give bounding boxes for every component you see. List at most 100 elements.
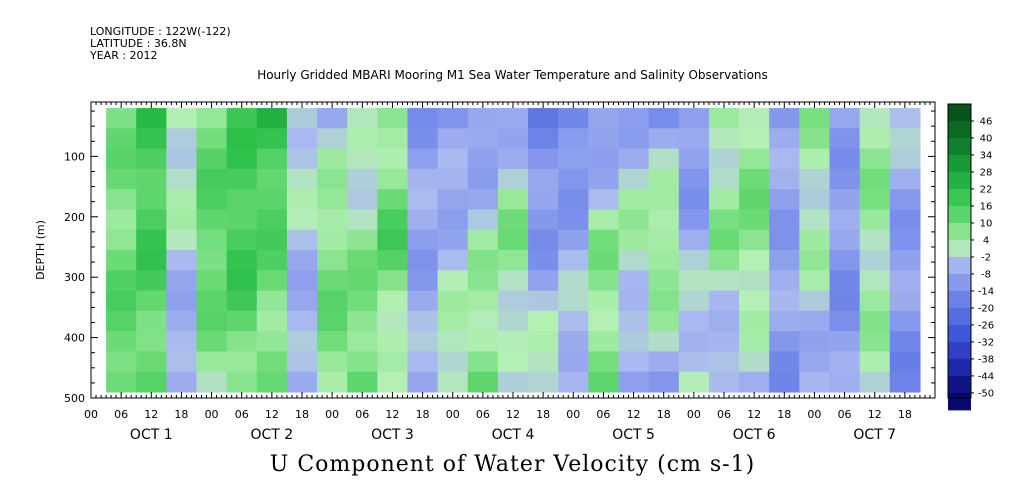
heat-cell [829, 290, 861, 312]
heat-cell [377, 310, 409, 332]
heat-cell [407, 168, 439, 190]
heat-cell [859, 290, 891, 312]
colorbar-swatch [948, 154, 971, 173]
heat-cell [196, 331, 228, 352]
day-label: OCT 4 [492, 427, 535, 443]
heat-cell [256, 270, 288, 292]
heat-cell [558, 148, 589, 170]
x-tick-label: 00 [566, 408, 580, 421]
heat-cell [317, 270, 348, 292]
heat-cell [829, 351, 861, 373]
heat-cell [708, 229, 740, 251]
heat-cell [256, 209, 288, 231]
colorbar-label: -14 [978, 286, 994, 297]
heat-cell [799, 209, 831, 231]
heat-cell [106, 290, 137, 312]
heat-cell [407, 229, 439, 251]
heat-cell [136, 108, 167, 129]
heat-cell [226, 351, 258, 373]
y-tick-label: 300 [64, 271, 85, 284]
colorbar-label: 16 [980, 201, 993, 212]
heat-cell [528, 148, 559, 170]
heat-cell [678, 189, 710, 211]
x-axis: 00 06 12 18 00 06 12 18 00 06 12 18 00 06 12 18 00 06 12 18… [84, 392, 936, 443]
heat-cell [196, 351, 228, 373]
heat-cell [558, 331, 589, 352]
heat-cell [377, 229, 409, 251]
heat-cell [497, 331, 529, 352]
x-tick-label: 12 [506, 408, 520, 421]
heat-cell [769, 189, 800, 211]
x-tick-label: 06 [838, 408, 852, 421]
heat-cell [829, 128, 861, 150]
colorbar-swatch [948, 171, 971, 190]
x-tick-label: 18 [657, 408, 671, 421]
y-axis: 100 200 300 400 500 [64, 110, 935, 405]
heat-cell [497, 148, 529, 170]
heat-cell [769, 128, 800, 150]
heat-cell [467, 290, 499, 312]
heat-cell [558, 189, 589, 211]
heat-cell [467, 189, 499, 211]
heat-cell [829, 331, 861, 352]
heat-cell [347, 209, 378, 231]
day-label: OCT 6 [733, 427, 776, 443]
heat-cell [317, 128, 348, 150]
heat-cell [106, 209, 137, 231]
heat-cell [678, 229, 710, 251]
heat-cell [678, 148, 710, 170]
heat-cell [769, 351, 800, 373]
heat-cell [407, 371, 439, 393]
heat-cell [588, 108, 620, 129]
heat-cell [528, 209, 559, 231]
colorbar-label: 40 [980, 133, 993, 144]
heat-cell [618, 168, 650, 190]
heat-cell [166, 371, 198, 393]
heat-cell [437, 209, 469, 231]
colorbar-frame [947, 103, 972, 399]
heat-cell [588, 209, 620, 231]
heat-cell [618, 250, 650, 271]
heat-cell [106, 229, 137, 251]
heat-cell [166, 128, 198, 150]
heat-cell [347, 108, 378, 129]
x-tick-label: 06 [476, 408, 490, 421]
heat-cell [497, 229, 529, 251]
heat-cell [648, 189, 680, 211]
heat-cell [347, 189, 378, 211]
heat-cell [467, 168, 499, 190]
heat-cell [497, 310, 529, 332]
heat-cell [739, 128, 770, 150]
heat-cell [558, 229, 589, 251]
heat-cell [889, 128, 921, 150]
heat-cell [829, 270, 861, 292]
heat-cell [256, 108, 288, 129]
heat-cell [618, 209, 650, 231]
heat-cell [256, 331, 288, 352]
x-tick-label: 00 [807, 408, 821, 421]
heat-cell [136, 148, 167, 170]
heat-cell [497, 108, 529, 129]
heat-cell [678, 270, 710, 292]
heat-cell [558, 310, 589, 332]
heat-cell [467, 371, 499, 393]
y-tick-label: 100 [64, 150, 85, 163]
heat-cell [859, 270, 891, 292]
heat-cell [166, 189, 198, 211]
heat-cell [648, 310, 680, 332]
heat-cell [377, 371, 409, 393]
colorbar-swatch [948, 341, 971, 360]
heat-cell [437, 351, 469, 373]
heat-cell [739, 371, 770, 393]
heat-cell [286, 189, 318, 211]
heat-cell [889, 209, 921, 231]
colorbar-swatch [948, 120, 971, 139]
heat-cell [226, 148, 258, 170]
heat-cell [588, 371, 620, 393]
heat-cell [739, 229, 770, 251]
heat-cell [437, 290, 469, 312]
heat-cell [528, 331, 559, 352]
heat-cell [317, 209, 348, 231]
heat-cell [739, 331, 770, 352]
heat-cell [196, 168, 228, 190]
